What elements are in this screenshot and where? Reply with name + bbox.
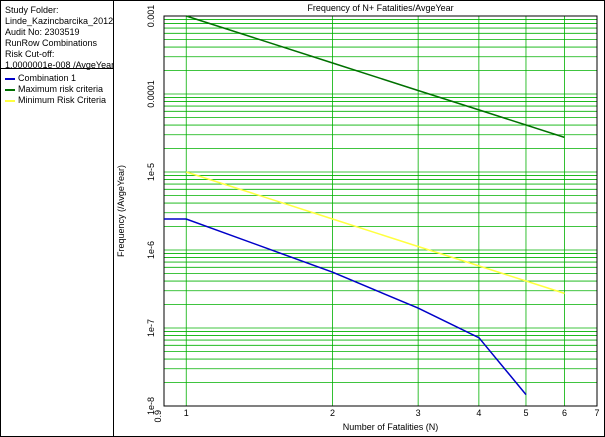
y-tick-label: 1e-6	[146, 241, 156, 259]
legend-label: Minimum Risk Criteria	[18, 95, 107, 105]
study-info: Study Folder: Linde_Kazincbarcika_2012 A…	[5, 5, 114, 71]
sidebar-panel: Study Folder: Linde_Kazincbarcika_2012 A…	[1, 1, 114, 436]
info-audit-no: Audit No: 2303519	[5, 27, 80, 37]
info-risk-cutoff-value: 1.0000001e-008 /AvgeYear	[5, 60, 115, 70]
x-axis-label: Number of Fatalities (N)	[343, 422, 439, 432]
y-tick-label: 0.001	[146, 5, 156, 28]
legend-swatch	[5, 88, 15, 91]
y-tick-label: 1e-5	[146, 163, 156, 181]
x-tick-label: 5	[523, 408, 528, 418]
legend-item-minimum-risk: Minimum Risk Criteria	[5, 95, 106, 106]
legend-label: Maximum risk criteria	[18, 84, 104, 94]
legend-swatch	[5, 99, 15, 102]
x-tick-label: 3	[416, 408, 421, 418]
series-line-maximum-risk-criteria	[185, 15, 565, 139]
sidebar-divider	[1, 68, 113, 69]
x-tick-label: 4	[476, 408, 481, 418]
info-risk-cutoff-label: Risk Cut-off:	[5, 49, 55, 59]
x-tick-label: 6	[562, 408, 567, 418]
legend-label: Combination 1	[18, 73, 77, 83]
series-line-combination-1	[164, 218, 527, 396]
legend-swatch	[5, 77, 15, 80]
info-run-row: RunRow Combinations	[5, 38, 98, 48]
legend-item-combination-1: Combination 1	[5, 73, 106, 84]
y-tick-label: 1e-7	[146, 319, 156, 337]
info-study-folder-value: Linde_Kazincbarcika_2012	[5, 16, 114, 26]
legend-item-maximum-risk: Maximum risk criteria	[5, 84, 106, 95]
legend: Combination 1 Maximum risk criteria Mini…	[5, 73, 106, 106]
chart-title: Frequency of N+ Fatalities/AvgeYear	[307, 3, 453, 13]
series-line-minimum-risk-criteria	[185, 171, 565, 295]
x-tick-label: 0.9	[153, 410, 163, 423]
x-tick-label: 2	[330, 408, 335, 418]
y-axis-label: Frequency (/AvgeYear)	[116, 165, 126, 257]
x-tick-label: 1	[184, 408, 189, 418]
y-tick-label: 1e-8	[146, 397, 156, 415]
info-study-folder-label: Study Folder:	[5, 5, 59, 15]
y-tick-label: 0.0001	[146, 80, 156, 108]
plot-border	[163, 15, 598, 407]
x-tick-label: 7	[594, 408, 599, 418]
